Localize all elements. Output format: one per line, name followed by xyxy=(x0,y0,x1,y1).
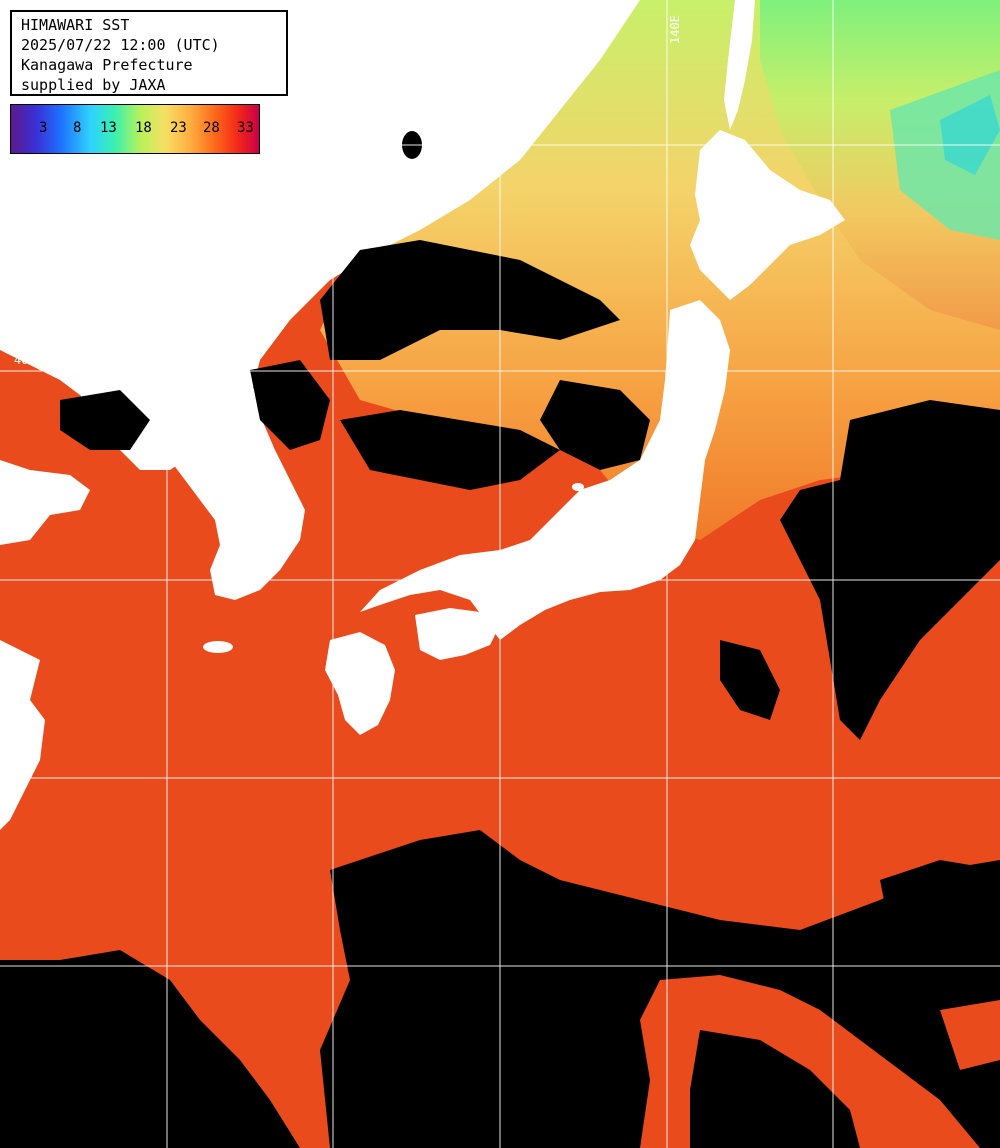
cloud-southwest xyxy=(0,950,300,1148)
legend-tick-8: 8 xyxy=(73,120,82,136)
land-shikoku xyxy=(415,608,500,660)
legend-tick-3: 3 xyxy=(39,120,48,136)
cloud-honshu-west xyxy=(540,380,650,470)
cloud-korea-east xyxy=(340,410,560,490)
title-datetime: 2025/07/22 12:00 (UTC) xyxy=(21,36,220,54)
cloud-south-patches-inner xyxy=(690,1030,860,1148)
title-box: HIMAWARI SST 2025/07/22 12:00 (UTC) Kana… xyxy=(10,10,288,96)
legend-tick-13: 13 xyxy=(100,120,117,136)
cloud-yellow-sea xyxy=(60,390,150,450)
land-sakhalin xyxy=(724,0,755,130)
sea-east-cold xyxy=(760,0,1000,330)
cloud-north-sea xyxy=(320,240,620,360)
legend-labels: 3 8 13 18 23 28 33 xyxy=(11,120,259,140)
land-korea xyxy=(160,380,305,600)
temperature-legend: 3 8 13 18 23 28 33 xyxy=(10,104,260,154)
legend-tick-23: 23 xyxy=(170,120,187,136)
legend-tick-28: 28 xyxy=(203,120,220,136)
title-product: HIMAWARI SST xyxy=(21,16,130,34)
land-china-coast xyxy=(0,640,45,830)
land-kyushu xyxy=(325,632,395,735)
sea-south-fringe xyxy=(940,1000,1000,1070)
title-region: Kanagawa Prefecture xyxy=(21,56,193,74)
land-jeju xyxy=(203,641,233,653)
legend-tick-33: 33 xyxy=(237,120,254,136)
cloud-east-fringe xyxy=(880,860,1000,1000)
legend-tick-18: 18 xyxy=(135,120,152,136)
lon-label-140e: 140E xyxy=(668,15,682,44)
land-shandong xyxy=(0,460,90,545)
lat-label-40n: 40N xyxy=(14,353,36,367)
land-hokkaido xyxy=(690,130,845,300)
title-credit: supplied by JAXA xyxy=(21,76,166,94)
land-island-a xyxy=(572,483,584,491)
cloud-sea-japan-nw xyxy=(250,360,330,450)
land-honshu xyxy=(360,300,730,640)
sea-cyan-patch-2 xyxy=(940,95,1000,175)
lat-label-30n: 30N xyxy=(14,760,36,774)
cloud-pacific-east xyxy=(780,400,1000,740)
cloud-pacific-mid xyxy=(720,640,780,720)
